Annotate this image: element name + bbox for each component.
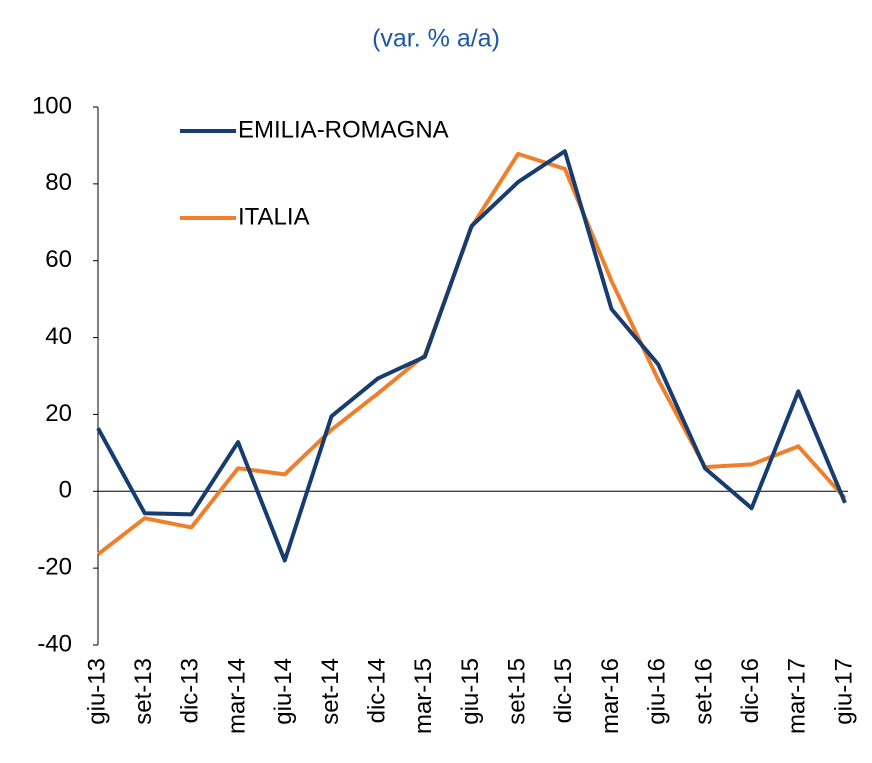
series-line <box>96 149 847 563</box>
x-tick-label: mar-14 <box>223 658 250 734</box>
y-tick-label: 80 <box>45 169 72 196</box>
x-tick-label: mar-17 <box>784 658 811 734</box>
x-tick-label: giu-16 <box>644 658 671 725</box>
x-tick-label: set-14 <box>317 658 344 725</box>
y-tick-label: 60 <box>45 246 72 273</box>
legend-label: ITALIA <box>238 203 310 230</box>
y-tick-label: 40 <box>45 323 72 350</box>
x-tick-label: set-15 <box>504 658 531 725</box>
x-tick-label: giu-17 <box>830 658 857 725</box>
y-tick-label: -40 <box>37 630 72 657</box>
x-tick-label: mar-16 <box>597 658 624 734</box>
y-tick-label: 20 <box>45 400 72 427</box>
x-tick-label: giu-14 <box>270 658 297 725</box>
x-tick-label: set-13 <box>130 658 157 725</box>
x-tick-label: mar-15 <box>410 658 437 734</box>
chart-title: (var. % a/a) <box>372 25 500 53</box>
x-tick-label: giu-15 <box>457 658 484 725</box>
x-tick-label: dic-14 <box>363 658 390 723</box>
y-tick-label: 0 <box>59 477 72 504</box>
x-tick-label: dic-15 <box>550 658 577 723</box>
x-tick-label: set-16 <box>690 658 717 725</box>
x-tick-label: dic-13 <box>177 658 204 723</box>
y-tick-label: -20 <box>37 553 72 580</box>
legend-label: EMILIA-ROMAGNA <box>238 116 449 143</box>
x-tick-label: dic-16 <box>737 658 764 723</box>
y-tick-label: 100 <box>32 92 72 119</box>
x-tick-label: giu-13 <box>83 658 110 725</box>
